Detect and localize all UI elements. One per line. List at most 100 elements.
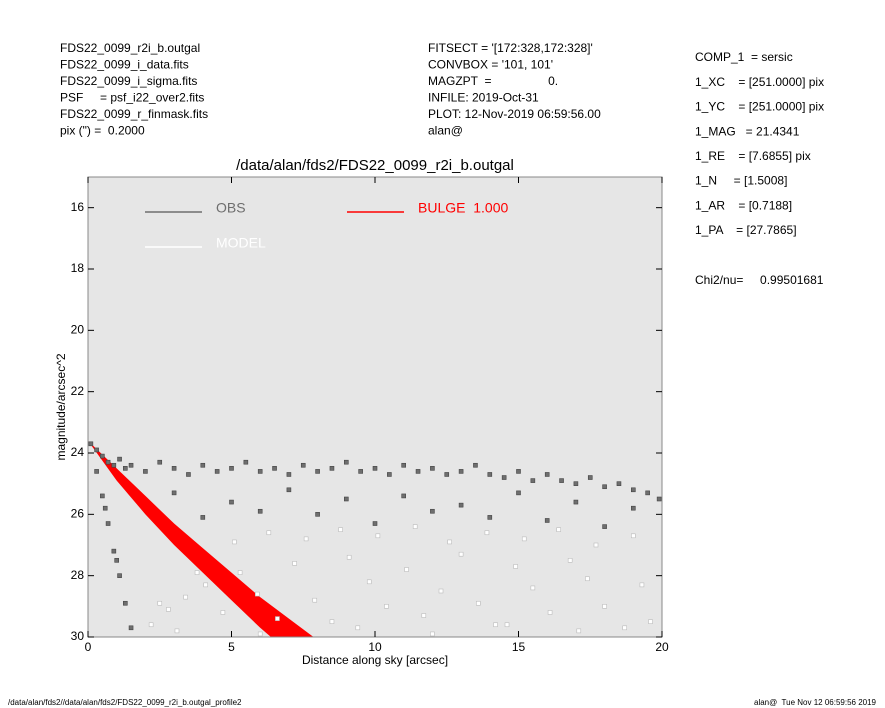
header-middle-line: MAGZPT = 0. bbox=[428, 74, 558, 88]
y-tick-label: 16 bbox=[71, 200, 85, 214]
y-axis-label: magnitude/arcsec^2 bbox=[54, 353, 68, 460]
data-point bbox=[111, 462, 117, 468]
data-point bbox=[573, 481, 579, 486]
data-point bbox=[501, 475, 507, 480]
header-left-line: FDS22_0099_r2i_b.outgal bbox=[60, 41, 200, 55]
data-point bbox=[602, 524, 607, 529]
header-left-line: PSF = psf_i22_over2.fits bbox=[60, 91, 204, 105]
data-point bbox=[476, 600, 481, 606]
footer-left: /data/alan/fds2//data/alan/fds2/FDS22_00… bbox=[8, 698, 242, 707]
header-middle-line: alan@ bbox=[428, 124, 463, 138]
data-point bbox=[166, 607, 171, 612]
data-point bbox=[338, 527, 343, 532]
data-point bbox=[143, 469, 148, 474]
data-point bbox=[94, 469, 99, 474]
data-point bbox=[530, 478, 536, 483]
header-middle-line: PLOT: 12-Nov-2019 06:59:56.00 bbox=[428, 107, 601, 121]
data-point bbox=[100, 493, 105, 499]
data-point bbox=[645, 490, 650, 496]
data-point bbox=[513, 564, 518, 569]
data-point bbox=[237, 570, 243, 575]
header-middle-line: INFILE: 2019-Oct-31 bbox=[428, 91, 539, 105]
data-point bbox=[487, 515, 493, 520]
data-point bbox=[430, 466, 435, 471]
header-right-line: COMP_1 = sersic bbox=[695, 50, 793, 64]
y-tick-label: 28 bbox=[71, 568, 85, 582]
data-point bbox=[315, 469, 320, 474]
data-point bbox=[438, 588, 444, 594]
header-middle-line: FITSECT = '[172:328,172:328]' bbox=[428, 41, 593, 55]
data-point bbox=[123, 466, 128, 471]
data-point bbox=[415, 469, 421, 474]
data-point bbox=[128, 625, 134, 631]
y-tick-label: 20 bbox=[71, 323, 85, 337]
x-tick-label: 15 bbox=[512, 640, 526, 654]
data-point bbox=[94, 447, 99, 453]
data-point bbox=[556, 527, 561, 532]
data-point bbox=[430, 508, 435, 514]
data-point bbox=[286, 487, 292, 493]
data-point bbox=[200, 515, 206, 520]
data-point bbox=[648, 619, 653, 624]
data-point bbox=[229, 466, 234, 471]
data-point bbox=[257, 508, 263, 514]
data-point bbox=[229, 499, 234, 505]
legend-label: MODEL bbox=[216, 235, 266, 251]
data-point bbox=[286, 472, 292, 477]
data-point bbox=[329, 619, 335, 624]
header-right-line: 1_PA = [27.7865] bbox=[695, 223, 797, 237]
data-point bbox=[88, 441, 94, 447]
data-point bbox=[105, 521, 111, 526]
data-point bbox=[312, 597, 318, 603]
data-point bbox=[157, 459, 163, 465]
data-point bbox=[123, 600, 128, 606]
y-tick-label: 26 bbox=[71, 507, 85, 521]
data-point bbox=[372, 466, 378, 471]
y-tick-label: 18 bbox=[71, 261, 85, 275]
data-point bbox=[493, 622, 498, 628]
header-left-line: pix (") = 0.2000 bbox=[60, 124, 145, 138]
data-point bbox=[117, 573, 122, 578]
data-point bbox=[573, 499, 579, 505]
header-right-line: 1_YC = [251.0000] pix bbox=[695, 100, 824, 114]
x-tick-label: 0 bbox=[85, 640, 92, 654]
data-point bbox=[255, 591, 260, 597]
data-point bbox=[458, 502, 464, 508]
chart-title: /data/alan/fds2/FDS22_0099_r2i_b.outgal bbox=[236, 157, 514, 174]
header-right-line: 1_RE = [7.6855] pix bbox=[695, 149, 811, 163]
data-point bbox=[100, 453, 105, 459]
data-point bbox=[656, 496, 662, 502]
data-point bbox=[630, 533, 636, 539]
data-point bbox=[544, 518, 550, 523]
data-point bbox=[576, 628, 582, 634]
data-point bbox=[587, 475, 593, 480]
data-point bbox=[300, 462, 306, 468]
x-tick-label: 20 bbox=[655, 640, 669, 654]
data-point bbox=[404, 567, 409, 572]
data-point bbox=[343, 459, 349, 465]
data-point bbox=[530, 585, 536, 591]
data-point bbox=[516, 490, 521, 496]
data-point bbox=[593, 542, 599, 548]
data-point bbox=[401, 493, 407, 499]
data-point bbox=[292, 561, 297, 566]
y-tick-label: 30 bbox=[71, 629, 85, 643]
plot-background bbox=[88, 177, 662, 637]
y-tick-label: 24 bbox=[71, 445, 85, 459]
data-point bbox=[111, 548, 117, 554]
data-point bbox=[421, 613, 427, 618]
data-point bbox=[559, 478, 564, 483]
data-point bbox=[186, 472, 191, 477]
header-middle-line: CONVBOX = '101, 101' bbox=[428, 58, 553, 72]
data-point bbox=[183, 594, 188, 600]
data-point bbox=[430, 631, 435, 637]
data-point bbox=[616, 481, 622, 486]
data-point bbox=[358, 469, 363, 474]
x-tick-label: 10 bbox=[368, 640, 382, 654]
data-point bbox=[315, 512, 320, 517]
data-point bbox=[220, 610, 226, 615]
data-point bbox=[346, 554, 352, 560]
data-point bbox=[275, 616, 280, 621]
data-point bbox=[444, 472, 450, 477]
